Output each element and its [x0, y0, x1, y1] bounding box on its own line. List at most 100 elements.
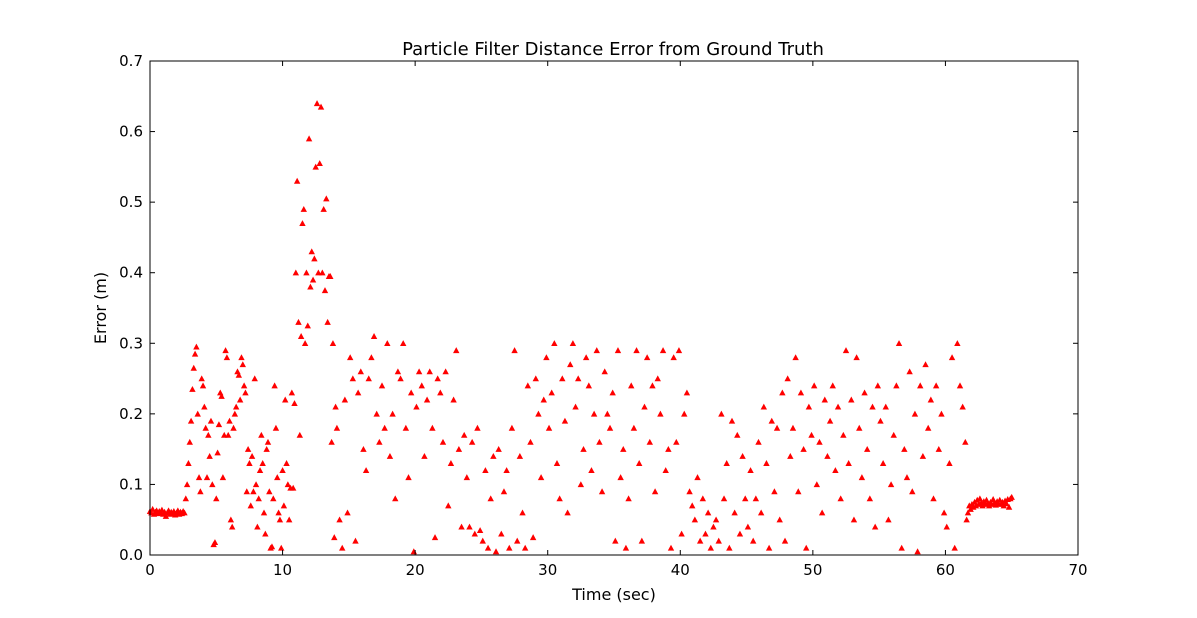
data-point-marker: [768, 417, 775, 424]
data-point-marker: [694, 474, 701, 481]
data-point-marker: [508, 424, 516, 431]
data-point-marker: [199, 382, 207, 389]
data-point-marker: [866, 495, 874, 502]
data-point-marker: [352, 537, 359, 544]
data-point-marker: [742, 495, 749, 502]
data-point-marker: [643, 354, 651, 361]
x-tick-label: 70: [1068, 561, 1087, 579]
data-point-marker: [240, 382, 248, 389]
data-point-marker: [415, 368, 423, 375]
y-tick-label: 0.3: [119, 334, 143, 352]
data-point-marker: [360, 445, 367, 452]
data-point-marker: [895, 340, 903, 347]
data-point-marker: [617, 474, 624, 481]
data-point-marker: [209, 481, 216, 488]
data-point-marker: [275, 509, 282, 516]
data-point-marker: [280, 502, 288, 509]
data-point-marker: [291, 400, 298, 406]
y-tick-label: 0.4: [119, 264, 143, 282]
data-point-marker: [244, 445, 252, 452]
data-point-marker: [948, 354, 956, 361]
data-point-marker: [516, 453, 524, 459]
data-point-marker: [276, 516, 284, 523]
plot-area-frame: [149, 60, 1079, 556]
data-point-marker: [834, 403, 842, 410]
data-point-marker: [625, 495, 632, 502]
data-point-marker: [922, 361, 929, 368]
data-point-marker: [614, 347, 622, 354]
data-point-marker: [254, 523, 261, 530]
data-point-marker: [776, 516, 783, 523]
data-point-marker: [763, 460, 770, 466]
data-point-marker: [378, 382, 386, 389]
data-point-marker: [954, 340, 961, 347]
data-point-marker: [678, 530, 685, 537]
data-point-marker: [293, 177, 301, 184]
data-point-marker: [917, 382, 924, 389]
data-point-marker: [271, 382, 278, 389]
data-point-marker: [551, 340, 558, 347]
data-point-marker: [332, 403, 339, 410]
data-point-marker: [329, 340, 337, 347]
data-point-marker: [901, 445, 908, 452]
data-point-marker: [940, 509, 948, 516]
data-point-marker: [755, 438, 762, 445]
data-point-marker: [898, 544, 905, 551]
data-point-marker: [604, 410, 611, 417]
data-point-marker: [248, 453, 256, 459]
data-point-marker: [635, 460, 643, 466]
data-point-marker: [826, 417, 834, 424]
data-point-marker: [622, 544, 630, 551]
data-point-marker: [207, 417, 215, 424]
data-point-marker: [243, 488, 250, 495]
data-point-marker: [295, 318, 302, 325]
data-point-marker: [230, 424, 237, 431]
data-point-marker: [333, 424, 341, 431]
data-point-marker: [239, 361, 246, 368]
data-point-marker: [227, 516, 235, 523]
data-point-marker: [893, 382, 900, 389]
data-point-marker: [1008, 493, 1015, 500]
data-point-marker: [397, 375, 404, 382]
data-point-marker: [182, 495, 189, 502]
data-markers: [146, 100, 1015, 555]
data-point-marker: [932, 382, 940, 389]
data-point-marker: [487, 495, 494, 502]
data-point-marker: [962, 438, 969, 445]
data-point-marker: [699, 495, 707, 502]
data-point-marker: [914, 548, 921, 555]
data-point-marker: [365, 375, 372, 382]
data-point-marker: [236, 396, 244, 403]
data-point-marker: [232, 403, 240, 410]
data-point-marker: [657, 410, 664, 417]
data-point-marker: [651, 488, 659, 495]
data-point-marker: [373, 410, 380, 417]
data-point-marker: [747, 467, 754, 474]
data-point-marker: [874, 382, 882, 389]
data-point-marker: [620, 445, 627, 452]
data-point-marker: [842, 347, 850, 354]
data-point-marker: [795, 488, 802, 495]
data-point-marker: [476, 527, 484, 534]
data-point-marker: [704, 509, 712, 516]
data-point-marker: [850, 516, 858, 523]
data-point-marker: [223, 354, 231, 361]
data-point-marker: [190, 364, 197, 371]
data-point-marker: [423, 396, 431, 403]
data-point-marker: [421, 453, 428, 459]
data-point-marker: [882, 403, 889, 410]
data-point-marker: [218, 393, 225, 399]
data-point-marker: [219, 474, 227, 481]
data-point-marker: [400, 340, 407, 347]
data-point-marker: [943, 523, 950, 530]
data-point-marker: [214, 449, 221, 456]
data-point-marker: [689, 502, 696, 509]
data-point-marker: [845, 460, 852, 466]
data-point-marker: [818, 509, 826, 516]
data-point-marker: [413, 403, 420, 410]
data-point-marker: [673, 438, 680, 445]
data-point-marker: [311, 255, 318, 262]
data-point-marker: [548, 389, 555, 396]
data-point-marker: [813, 481, 821, 488]
data-point-marker: [357, 368, 364, 375]
